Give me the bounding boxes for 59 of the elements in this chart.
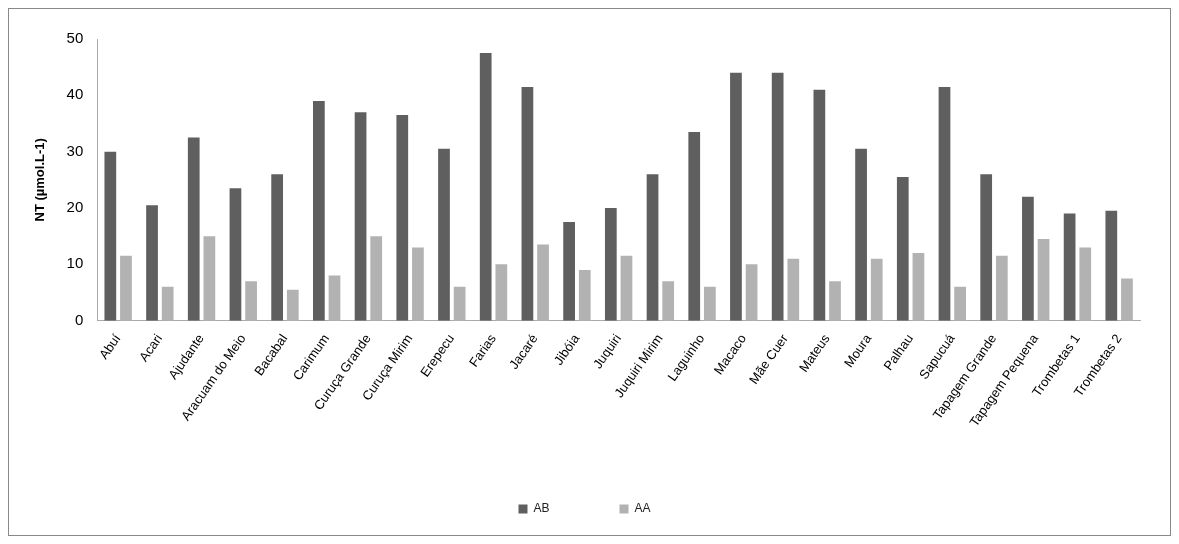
bar <box>1022 196 1034 321</box>
bar <box>271 174 284 321</box>
bar <box>855 148 867 321</box>
bar <box>479 53 492 321</box>
bar <box>578 269 591 321</box>
bar <box>1105 210 1118 321</box>
bar <box>521 86 534 321</box>
bar <box>829 281 841 321</box>
bar <box>313 100 325 321</box>
bar <box>203 236 216 321</box>
legend-label: AB <box>533 501 550 516</box>
bar <box>537 244 549 321</box>
bar <box>1079 247 1092 321</box>
y-axis-title: NT (µmol.L-1) <box>32 138 48 222</box>
bar <box>787 258 800 321</box>
bar <box>1037 238 1050 321</box>
bar <box>453 286 466 321</box>
bar <box>813 89 826 321</box>
bar <box>412 247 424 321</box>
bar <box>104 151 117 321</box>
bar <box>563 222 575 321</box>
bar <box>688 131 701 321</box>
y-tick-label: 20 <box>66 198 84 216</box>
bar <box>354 112 367 321</box>
bar <box>995 255 1008 321</box>
bar <box>646 174 659 321</box>
bar <box>187 137 200 321</box>
bar <box>870 258 883 321</box>
y-tick-label: 0 <box>74 310 84 328</box>
y-tick-label: 30 <box>66 141 84 159</box>
y-tick-label: 50 <box>66 29 84 47</box>
bar <box>980 174 993 321</box>
bar <box>896 177 909 321</box>
bar <box>438 148 450 321</box>
bar <box>771 72 784 321</box>
y-tick-label: 10 <box>66 254 84 272</box>
bar <box>120 255 132 321</box>
y-tick-label: 40 <box>66 85 84 103</box>
bar <box>954 286 966 321</box>
bar <box>328 275 341 321</box>
bar <box>245 281 257 321</box>
legend-label: AA <box>634 501 651 516</box>
bar <box>745 264 758 321</box>
bar <box>938 86 951 321</box>
bar <box>396 115 409 321</box>
bar <box>704 286 716 321</box>
bar <box>912 253 925 321</box>
bar <box>1121 278 1133 321</box>
bar <box>286 289 299 321</box>
bar <box>730 72 742 321</box>
bar <box>620 255 633 321</box>
bar <box>1063 213 1076 321</box>
bar <box>370 236 383 321</box>
bar <box>662 281 675 321</box>
bar <box>495 264 508 321</box>
bar <box>604 207 617 321</box>
bar <box>146 205 158 321</box>
bar <box>229 188 242 321</box>
bar <box>161 286 174 321</box>
